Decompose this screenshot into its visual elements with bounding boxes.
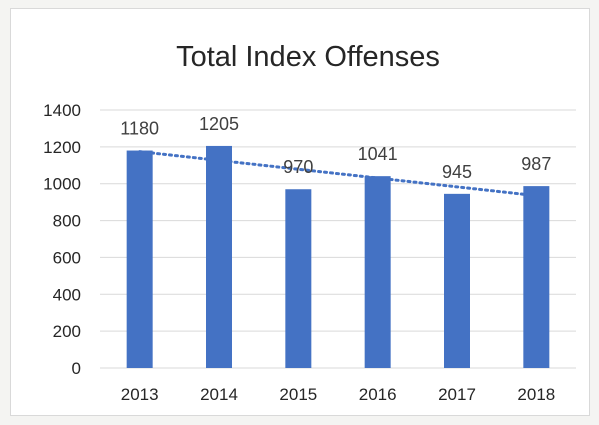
data-label-2018: 987	[521, 154, 551, 174]
bar-2017	[444, 193, 470, 368]
data-labels: 1180 1205 970 1041 945 987	[120, 114, 551, 182]
y-tick-label: 1000	[43, 175, 81, 194]
y-tick-label: 1200	[43, 138, 81, 157]
bar-2015	[285, 189, 312, 368]
y-tick-label: 400	[53, 285, 81, 304]
data-label-2013: 1180	[120, 119, 159, 139]
x-tick-label: 2014	[200, 385, 238, 404]
y-axis-ticks: 0 200 400 600 800 1000 1200 1400	[43, 101, 81, 378]
bars	[126, 145, 550, 368]
gridlines	[100, 109, 576, 369]
data-label-2017: 945	[442, 162, 472, 182]
x-tick-label: 2018	[517, 385, 555, 404]
y-tick-label: 0	[72, 359, 81, 378]
y-tick-label: 600	[53, 248, 81, 267]
data-label-2014: 1205	[199, 114, 239, 134]
x-tick-label: 2015	[279, 385, 317, 404]
chart-title: Total Index Offenses	[176, 41, 440, 73]
data-label-2016: 1041	[358, 144, 398, 164]
bar-2016	[364, 176, 391, 368]
x-tick-label: 2013	[121, 385, 159, 404]
bar-2018	[523, 186, 550, 368]
x-tick-label: 2017	[438, 385, 476, 404]
bar-2014	[206, 145, 232, 368]
chart-frame: Total Index Offenses 1180 1205 970 1041 945 9…	[10, 8, 590, 416]
trendline	[138, 150, 538, 198]
bar-chart: Total Index Offenses 1180 1205 970 1041 945 9…	[43, 41, 576, 404]
x-tick-label: 2016	[359, 385, 397, 404]
x-axis-ticks: 2013 2014 2015 2016 2017 2018	[121, 385, 555, 404]
bar-2013	[126, 150, 153, 368]
trendline-layer	[138, 150, 538, 198]
data-label-2015: 970	[283, 157, 313, 177]
y-tick-label: 800	[53, 212, 81, 231]
y-tick-label: 1400	[43, 101, 81, 120]
y-tick-label: 200	[53, 322, 81, 341]
